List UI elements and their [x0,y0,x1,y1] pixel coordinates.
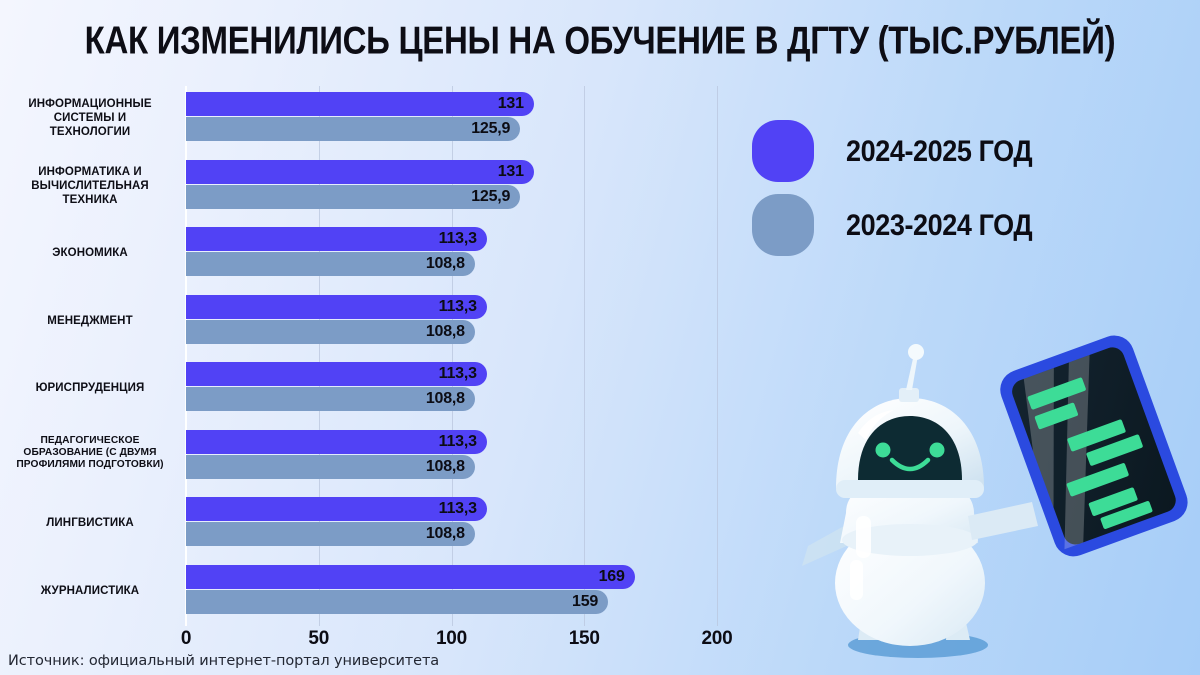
legend-label: 2024-2025 ГОД [846,133,1033,167]
bar-old[interactable] [186,252,475,276]
category-label-line: ПЕДАГОГИЧЕСКОЕ [40,434,140,446]
bar-new[interactable] [186,227,487,251]
legend-item[interactable]: 2024-2025 ГОД [752,114,1172,188]
bar-value-label: 108,8 [425,322,465,340]
tablet-code-lines [1027,377,1153,529]
bar-new[interactable] [186,429,487,454]
tablet-device [1000,335,1188,557]
robot-head-base [836,480,984,498]
bar-value-label: 108,8 [425,390,465,407]
bar-value-label: 113,3 [438,365,477,382]
bar-value-label: 113,3 [438,297,477,315]
x-axis: 0 50 100 150 200 [0,628,760,654]
category-label-line: ЮРИСПРУДЕНЦИЯ [35,382,145,394]
robot-antenna-rod [906,354,918,390]
category-label-line: СИСТЕМЫ И [53,112,127,125]
category-label-line: МЕНЕДЖМЕНТ [47,314,133,327]
robot-smile [889,457,931,472]
bar-value-label: 108,8 [425,255,465,272]
category-label-line: ВЫЧИСЛИТЕЛЬНАЯ [31,179,149,192]
bar-value-label: 113,3 [438,500,477,517]
bar-value-label: 113,3 [438,230,477,247]
category-label-line: ИНФОРМАЦИОННЫЕ [28,98,152,110]
category-label-line: ТЕХНИКА [62,193,118,206]
bar-new[interactable] [186,362,487,386]
bar-value-label: 113,3 [438,432,477,450]
robot-antenna-bulb [908,344,924,360]
page-title: КАК ИЗМЕНИЛИСЬ ЦЕНЫ НА ОБУЧЕНИЕ В ДГТУ (… [84,18,1116,62]
robot-torso-highlight-1 [856,516,871,558]
legend-swatch-2023-2024 [752,194,814,256]
x-axis-tick-150: 150 [568,628,600,649]
category-label: ЭКОНОМИКА [0,246,180,260]
category-label-line: ЛИНГВИСТИКА [46,517,134,529]
legend-swatch-2024-2025 [752,120,814,182]
robot-right-eye [929,442,945,458]
category-label-line: ЖУРНАЛИСТИКА [40,584,140,597]
category-label: ИНФОРМАЦИОННЫЕ СИСТЕМЫ И ТЕХНОЛОГИИ [0,97,180,139]
bar-value-label: 131 [497,162,524,180]
category-label: ЛИНГВИСТИКА [0,516,180,530]
bar-rows: ИНФОРМАЦИОННЫЕ СИСТЕМЫ И ТЕХНОЛОГИИ 131 125,… [0,86,760,626]
bar-new[interactable] [186,564,635,589]
legend-item[interactable]: 2023-2024 ГОД [752,188,1172,262]
bar-value-label: 125,9 [471,187,511,205]
category-label-line: ОБРАЗОВАНИЕ (С ДВУМЯ [23,446,157,458]
bar-new[interactable] [186,92,534,116]
bar-old[interactable] [186,117,521,141]
bar-old[interactable] [186,184,521,209]
chart-legend: 2024-2025 ГОД 2023-2024 ГОД [752,114,1172,262]
category-label-line: ТЕХНОЛОГИИ [49,126,131,139]
legend-label: 2023-2024 ГОД [846,207,1033,241]
x-axis-tick-100: 100 [435,628,468,649]
robot-left-eye [875,442,891,458]
category-label-line: ЭКОНОМИКА [52,247,128,259]
x-axis-tick-0: 0 [180,628,192,649]
robot-antenna-base [899,388,919,402]
bar-old[interactable] [186,454,475,479]
robot-visor [858,416,962,480]
robot-illustration [800,328,1200,675]
bar-new[interactable] [186,497,487,521]
bar-value-label: 125,9 [471,120,511,137]
category-label-line: ПРОФИЛЯМИ ПОДГОТОВКИ) [16,459,164,471]
x-axis-tick-50: 50 [308,628,330,649]
bar-old[interactable] [186,387,475,411]
robot-right-arm [968,502,1038,540]
bar-value-label: 131 [497,95,524,112]
bar-new[interactable] [186,294,487,319]
bar-old[interactable] [186,522,475,546]
category-label: МЕНЕДЖМЕНТ [0,314,180,328]
source-note: Источник: официальный интернет-портал ун… [8,653,440,669]
category-label-line: ИНФОРМАТИКА И [38,165,142,178]
bar-value-label: 169 [598,567,625,585]
robot-torso-highlight-2 [850,560,863,600]
robot-head-highlight [858,410,894,440]
chart-plot-area: ИНФОРМАЦИОННЫЕ СИСТЕМЫ И ТЕХНОЛОГИИ 131 125,… [0,86,760,626]
bar-value-label: 108,8 [425,457,465,475]
bar-old[interactable] [186,319,475,344]
x-axis-tick-200: 200 [701,628,733,649]
category-label: ПЕДАГОГИЧЕСКОЕ ОБРАЗОВАНИЕ (С ДВУМЯ ПРОФИЛ… [0,435,180,472]
category-label: ИНФОРМАТИКА И ВЫЧИСЛИТЕЛЬНАЯ ТЕХНИКА [0,165,180,207]
robot-torso-seam [842,524,978,556]
bar-value-label: 108,8 [425,525,465,542]
category-label: ЖУРНАЛИСТИКА [0,584,180,598]
bar-old[interactable] [186,589,609,614]
bar-new[interactable] [186,159,534,184]
bar-value-label: 159 [572,592,599,610]
category-label: ЮРИСПРУДЕНЦИЯ [0,381,180,395]
robot-mascot-svg [802,335,1188,658]
